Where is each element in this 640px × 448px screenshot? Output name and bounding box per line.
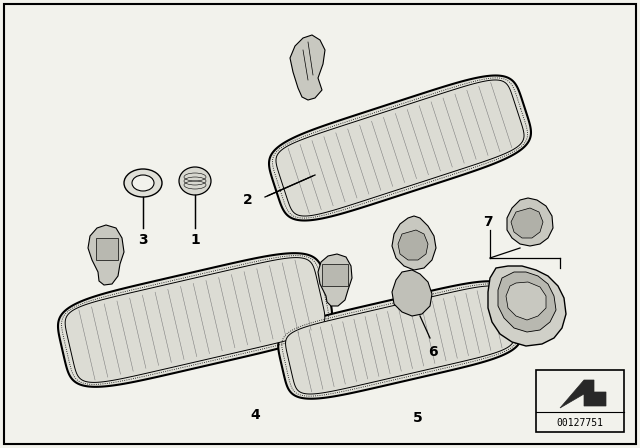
Text: 5: 5: [413, 411, 423, 425]
Bar: [536, 370, 624, 432]
Polygon shape: [318, 254, 352, 306]
Text: 00127751: 00127751: [557, 418, 604, 428]
Polygon shape: [285, 286, 515, 394]
Polygon shape: [65, 258, 325, 383]
Text: 2: 2: [243, 193, 253, 207]
Polygon shape: [276, 80, 524, 216]
Text: 1: 1: [190, 233, 200, 247]
Polygon shape: [392, 216, 436, 270]
Polygon shape: [506, 282, 546, 320]
Polygon shape: [278, 281, 522, 399]
Polygon shape: [498, 272, 556, 332]
Ellipse shape: [179, 167, 211, 195]
Polygon shape: [392, 270, 432, 316]
Polygon shape: [398, 230, 428, 260]
Ellipse shape: [132, 175, 154, 191]
Polygon shape: [560, 380, 606, 408]
Text: 7: 7: [483, 215, 493, 229]
Polygon shape: [96, 238, 118, 260]
Text: 6: 6: [428, 345, 438, 359]
Ellipse shape: [124, 169, 162, 197]
Polygon shape: [290, 35, 325, 100]
Polygon shape: [507, 198, 553, 246]
Text: 4: 4: [250, 408, 260, 422]
Polygon shape: [88, 225, 124, 285]
Text: 3: 3: [138, 233, 148, 247]
Polygon shape: [322, 264, 348, 286]
Polygon shape: [511, 208, 543, 238]
Polygon shape: [58, 253, 332, 387]
Polygon shape: [488, 266, 566, 346]
Polygon shape: [269, 76, 531, 220]
